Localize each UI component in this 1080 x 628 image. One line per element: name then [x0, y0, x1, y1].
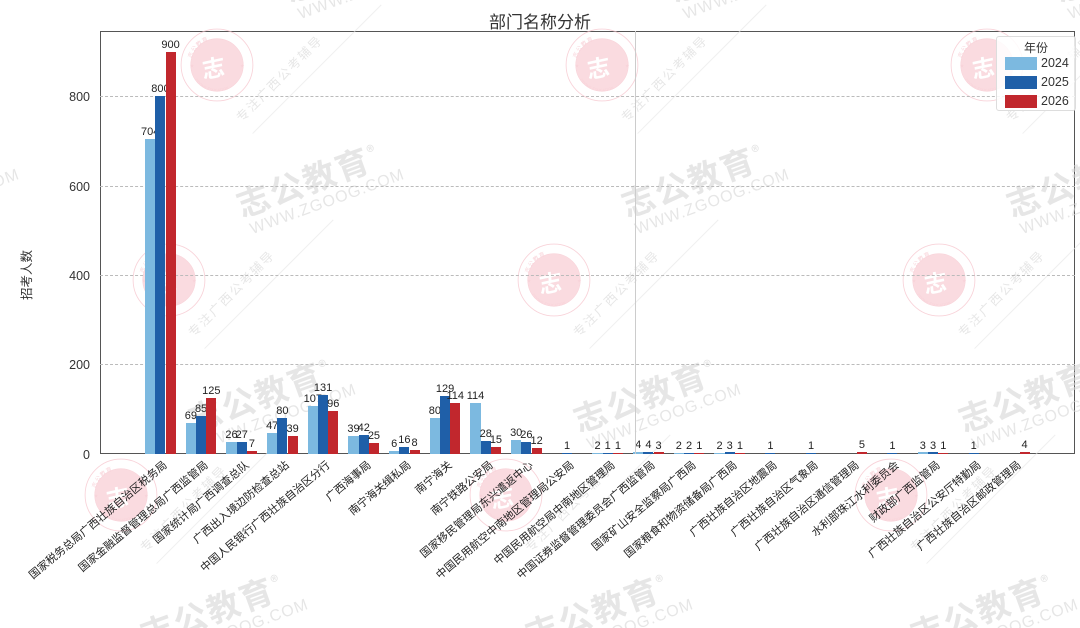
svg-text:志公教育: 志公教育 [89, 464, 114, 489]
svg-text:★: ★ [94, 493, 98, 498]
svg-text:★: ★ [144, 493, 148, 498]
svg-text:★: ★ [914, 493, 918, 498]
